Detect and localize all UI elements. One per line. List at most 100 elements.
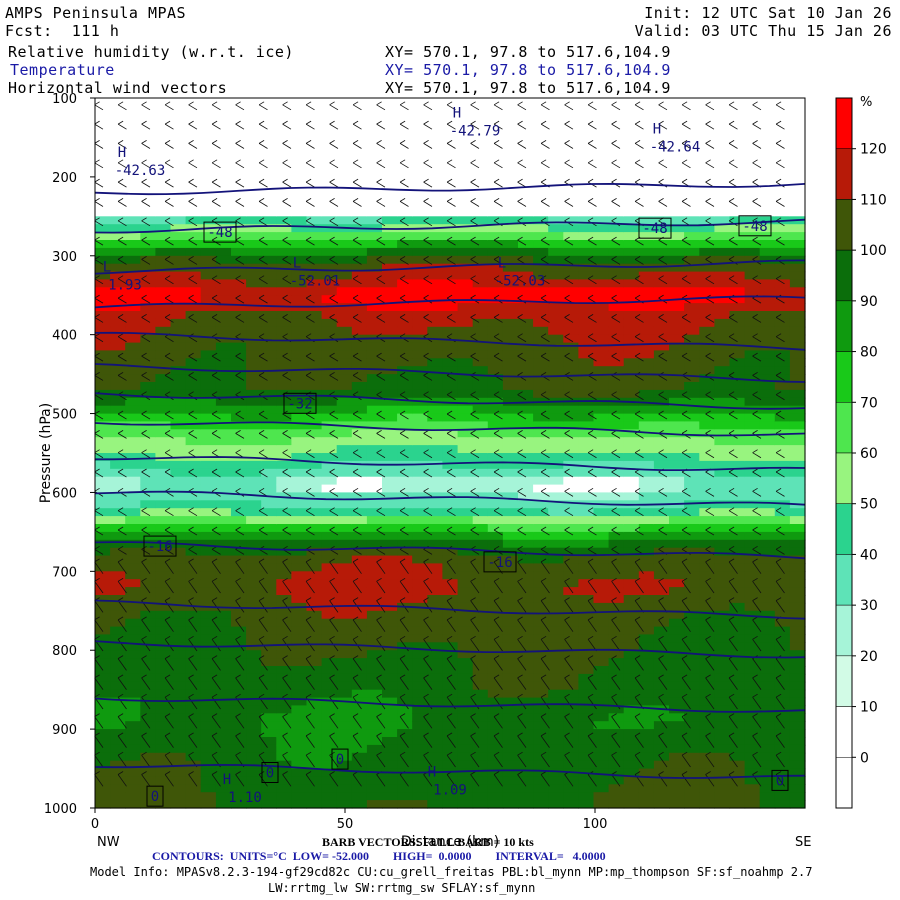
wind-barb-flag: [117, 333, 124, 338]
rh-cell: [518, 484, 534, 494]
rh-cell: [382, 697, 398, 707]
rh-cell: [140, 382, 156, 391]
rh-cell: [638, 153, 655, 162]
wind-barb-flag: [728, 314, 735, 318]
rh-cell: [548, 737, 564, 746]
wind-barb-flag: [305, 120, 312, 125]
rh-cell: [95, 697, 111, 707]
rh-cell: [185, 524, 202, 533]
rh-cell: [442, 800, 459, 809]
rh-cell: [366, 547, 383, 557]
rh-cell: [457, 137, 474, 146]
rh-cell: [774, 397, 791, 407]
rh-cell: [533, 421, 549, 430]
rh-cell: [684, 382, 700, 391]
rh-cell: [125, 460, 141, 470]
rh-cell: [215, 161, 232, 170]
wind-barb: [282, 220, 292, 227]
rh-cell: [442, 421, 459, 430]
rh-cell: [548, 744, 564, 754]
rh-cell: [95, 240, 111, 249]
wind-barb-flag: [211, 314, 218, 318]
rh-cell: [518, 413, 534, 423]
rh-cell: [472, 121, 489, 131]
rh-cell: [578, 137, 595, 146]
rh-cell: [382, 279, 398, 288]
rh-cell: [759, 618, 776, 628]
rh-cell: [472, 539, 489, 549]
rh-cell: [306, 421, 323, 430]
rh-cell: [95, 673, 111, 683]
wind-barb: [211, 259, 221, 265]
wind-barb-flag: [352, 217, 359, 222]
rh-cell: [593, 326, 610, 336]
rh-cell: [669, 216, 685, 225]
rh-cell: [170, 437, 187, 446]
rh-cell: [215, 713, 232, 722]
rh-cell: [397, 752, 413, 762]
rh-cell: [261, 800, 277, 809]
rh-cell: [140, 618, 156, 628]
rh-cell: [653, 200, 670, 210]
rh-cell: [200, 752, 217, 762]
rh-cell: [548, 484, 564, 494]
wind-barb: [658, 278, 668, 285]
rh-cell: [744, 437, 761, 446]
rh-cell: [246, 705, 262, 714]
rh-cell: [533, 776, 549, 785]
rh-cell: [155, 232, 172, 241]
rh-cell: [518, 468, 534, 478]
rh-cell: [563, 350, 579, 359]
rh-cell: [699, 271, 715, 281]
wind-barb: [164, 162, 174, 169]
wind-barb: [329, 123, 339, 130]
rh-cell: [457, 729, 474, 738]
rh-cell: [200, 129, 217, 139]
rh-cell: [321, 587, 338, 596]
rh-cell: [638, 405, 655, 415]
rh-cell: [729, 318, 746, 328]
rh-cell: [774, 445, 791, 454]
rh-cell: [563, 666, 579, 675]
rh-cell: [518, 208, 534, 217]
rh-cell: [125, 476, 141, 486]
rh-cell: [729, 263, 746, 273]
rh-cell: [487, 303, 504, 312]
rh-cell: [412, 760, 428, 770]
rh-cell: [518, 563, 534, 572]
rh-cell: [110, 602, 126, 612]
rh-cell: [548, 382, 564, 391]
rh-cell: [427, 271, 443, 281]
rh-cell: [789, 271, 806, 281]
rh-cell: [578, 626, 595, 636]
rh-cell: [623, 539, 640, 549]
rh-cell: [502, 571, 519, 580]
rh-cell: [321, 145, 338, 154]
rh-cell: [366, 721, 383, 730]
rh-cell: [502, 240, 519, 249]
rh-cell: [321, 121, 338, 131]
rh-cell: [231, 208, 247, 217]
rh-cell: [548, 429, 564, 438]
rh-cell: [200, 784, 217, 793]
rh-cell: [593, 129, 610, 139]
rh-cell: [155, 555, 172, 565]
rh-cell: [246, 500, 262, 509]
rh-cell: [427, 366, 443, 375]
rh-cell: [231, 105, 247, 115]
rh-cell: [427, 153, 443, 162]
rh-cell: [699, 800, 715, 809]
rh-cell: [382, 729, 398, 738]
rh-cell: [578, 689, 595, 699]
rh-cell: [669, 169, 685, 178]
rh-cell: [472, 768, 489, 778]
rh-cell: [382, 445, 398, 454]
rh-cell: [457, 445, 474, 454]
rh-cell: [578, 658, 595, 667]
rh-cell: [623, 113, 640, 123]
rh-cell: [155, 121, 172, 131]
rh-cell: [366, 524, 383, 533]
rh-cell: [533, 240, 549, 249]
rh-cell: [110, 247, 126, 257]
rh-cell: [729, 334, 746, 344]
